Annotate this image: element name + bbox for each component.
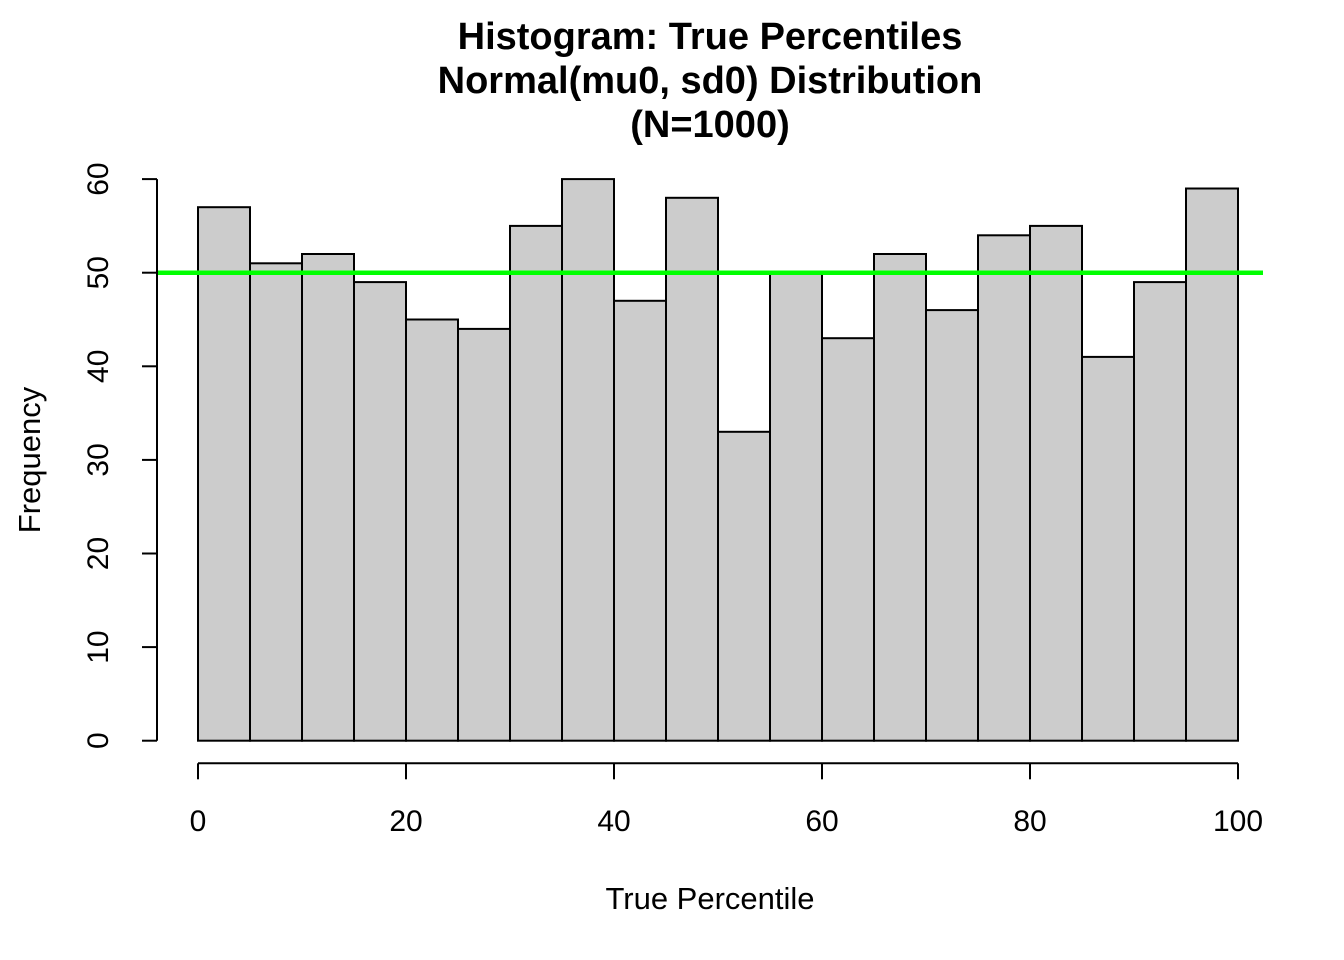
x-tick-label-0: 0 [190,805,207,838]
y-axis-title: Frequency [12,386,47,533]
x-axis-title: True Percentile [605,881,814,916]
chart-title-line-3: (N=1000) [630,104,789,146]
x-tick-label-20: 20 [389,805,422,838]
y-tick-label-20: 20 [82,537,115,570]
histogram-bar-18 [1133,281,1187,742]
histogram-bar-9 [665,196,719,742]
histogram-bar-0 [197,206,251,742]
histogram-bar-4 [405,318,459,742]
histogram-bar-10 [717,430,771,742]
histogram-bar-5 [457,327,511,742]
histogram-bar-13 [873,253,927,742]
y-tick-label-50: 50 [82,256,115,289]
histogram-bar-6 [509,224,563,742]
histogram-bar-8 [613,299,667,742]
plot-area: 0 10 20 30 40 50 60 0 20 40 60 80 100 [82,162,1263,838]
histogram-bar-1 [249,262,303,742]
histogram-bar-15 [977,234,1031,742]
histogram-bar-7 [561,178,615,742]
histogram-bar-2 [301,253,355,742]
histogram-bar-19 [1185,187,1239,742]
histogram-bar-11 [769,271,823,742]
x-tick-label-40: 40 [597,805,630,838]
chart-title-line-1: Histogram: True Percentiles [458,16,963,58]
x-tick-label-100: 100 [1213,805,1263,838]
y-tick-label-60: 60 [82,162,115,195]
y-tick-label-10: 10 [82,630,115,663]
histogram-bar-12 [821,337,875,742]
y-tick-label-40: 40 [82,350,115,383]
histogram-bar-3 [353,281,407,742]
histogram-bar-17 [1081,355,1135,742]
histogram-bar-14 [925,309,979,742]
histogram-bar-16 [1029,224,1083,742]
x-tick-label-80: 80 [1013,805,1046,838]
x-tick-label-60: 60 [805,805,838,838]
chart-title-line-2: Normal(mu0, sd0) Distribution [438,60,983,102]
y-tick-label-30: 30 [82,443,115,476]
y-tick-label-0: 0 [82,732,115,749]
